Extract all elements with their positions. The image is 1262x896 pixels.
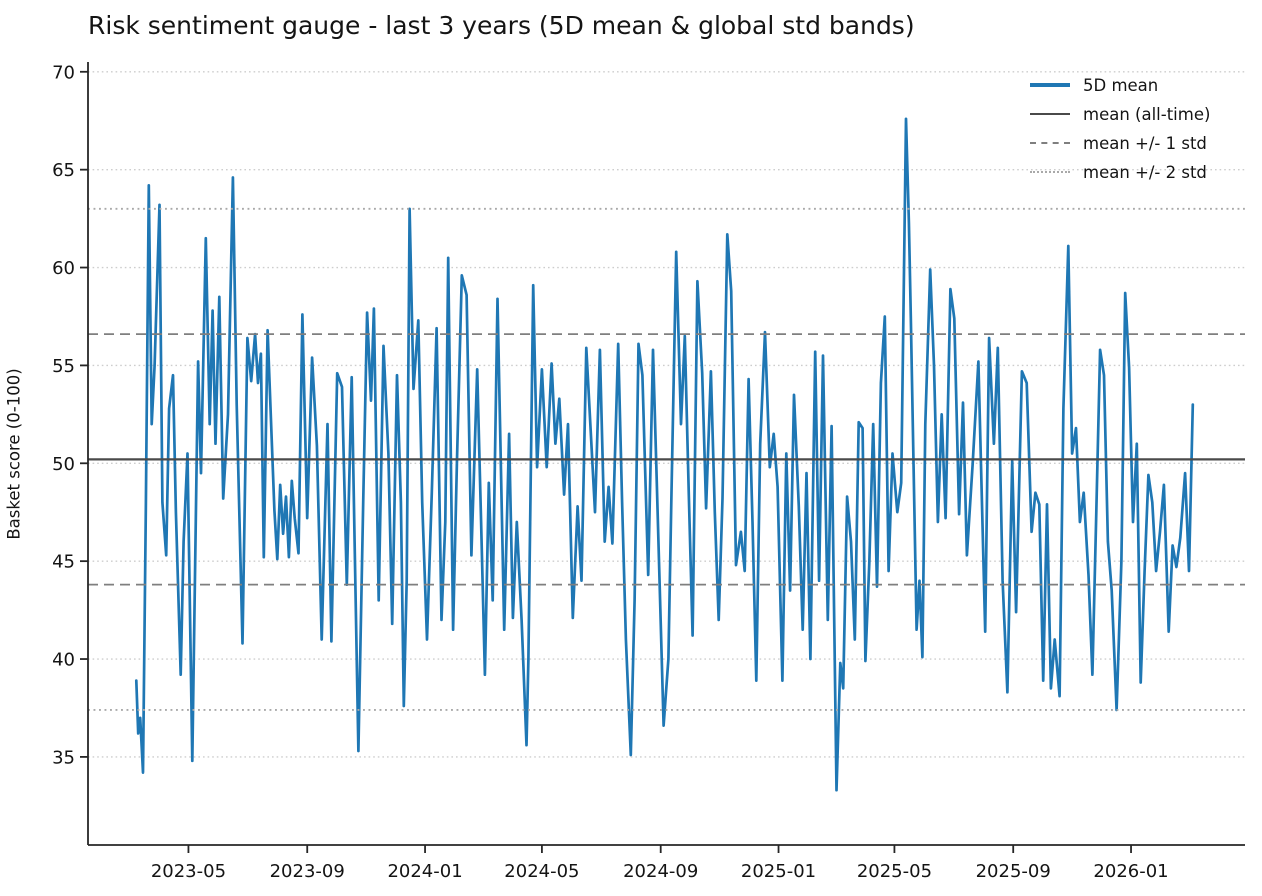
x-tick-label: 2025-01 <box>741 861 816 882</box>
x-tick-label: 2024-01 <box>387 861 462 882</box>
series-5d-mean-line <box>134 117 1195 792</box>
x-tick-label: 2025-09 <box>976 861 1051 882</box>
y-tick-label: 60 <box>52 258 75 279</box>
legend-label-mean-1std: mean +/- 1 std <box>1083 133 1207 153</box>
chart-title: Risk sentiment gauge - last 3 years (5D … <box>88 11 915 40</box>
legend-label-mean-all-time: mean (all-time) <box>1083 104 1211 124</box>
y-tick-label: 50 <box>52 454 75 475</box>
dotted-line-swatch-icon <box>1030 171 1070 173</box>
y-tick-label: 65 <box>52 160 75 181</box>
y-tick-label: 35 <box>52 747 75 768</box>
y-tick-label: 55 <box>52 356 75 377</box>
x-tick-label: 2024-05 <box>504 861 579 882</box>
x-tick-label: 2026-01 <box>1093 861 1168 882</box>
legend-item-5d-mean: 5D mean <box>1030 73 1245 97</box>
legend-item-mean-all-time: mean (all-time) <box>1030 102 1245 126</box>
legend-item-mean-1std: mean +/- 1 std <box>1030 131 1245 155</box>
x-tick-label: 2025-05 <box>857 861 932 882</box>
y-tick-label: 40 <box>52 650 75 671</box>
y-tick-label: 45 <box>52 552 75 573</box>
mean-line-swatch-icon <box>1030 113 1070 115</box>
x-tick-label: 2023-09 <box>270 861 345 882</box>
legend-label-5d-mean: 5D mean <box>1083 75 1159 95</box>
x-tick-label: 2024-09 <box>623 861 698 882</box>
legend-item-mean-2std: mean +/- 2 std <box>1030 160 1245 184</box>
x-tick-label: 2023-05 <box>151 861 226 882</box>
dashed-line-swatch-icon <box>1030 142 1070 144</box>
series-line-swatch-icon <box>1030 83 1070 87</box>
legend-label-mean-2std: mean +/- 2 std <box>1083 162 1207 182</box>
y-tick-label: 70 <box>52 62 75 83</box>
legend: 5D mean mean (all-time) mean +/- 1 std m… <box>1030 73 1245 184</box>
